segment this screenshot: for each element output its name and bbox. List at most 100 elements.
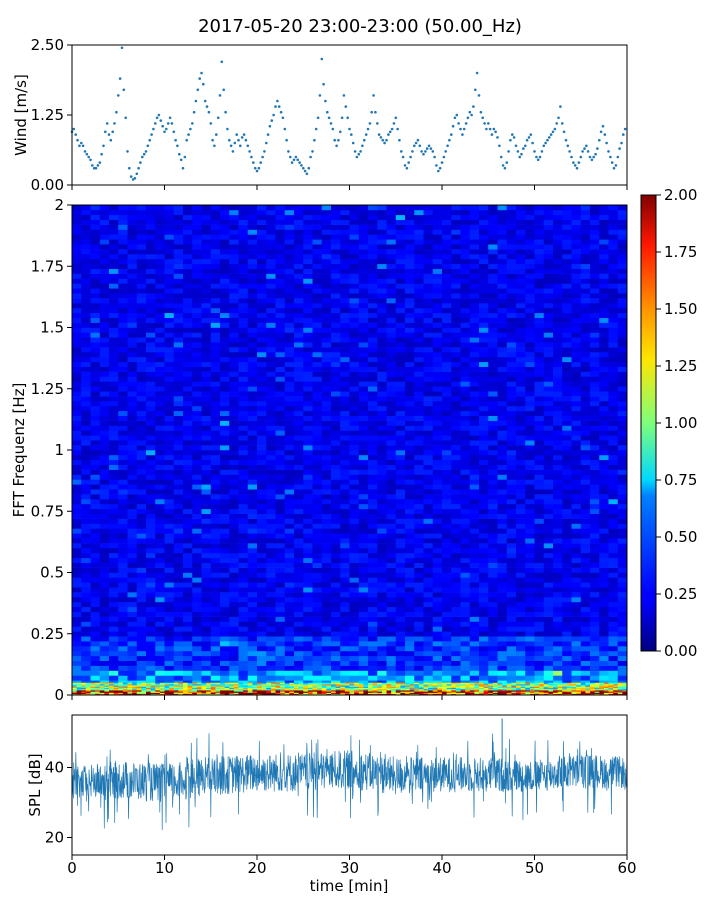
- spectrogram-cell: [562, 420, 572, 426]
- spectrogram-cell: [220, 503, 230, 510]
- spectrogram-cell: [155, 508, 165, 514]
- spectrogram-cell: [405, 415, 415, 421]
- spectrogram-cell: [127, 327, 138, 333]
- spectrogram-cell: [146, 513, 156, 519]
- spectrogram-cell: [599, 361, 609, 367]
- spectrogram-cell: [118, 322, 128, 328]
- spectrogram-cell: [303, 450, 313, 456]
- spectrogram-cell: [386, 552, 397, 559]
- spectrogram-cell: [571, 650, 582, 657]
- spectrogram-cell: [229, 646, 239, 652]
- spectrogram-cell: [192, 650, 202, 657]
- spectrogram-cell: [109, 410, 119, 416]
- spectrogram-cell: [109, 665, 119, 671]
- spectrogram-cell: [460, 641, 471, 647]
- spectrogram-cell: [479, 577, 489, 583]
- spectrogram-cell: [220, 410, 230, 416]
- spectrogram-cell: [275, 371, 286, 377]
- spectrogram-cell: [99, 567, 110, 573]
- spectrogram-cell: [358, 577, 369, 583]
- spectrogram-cell: [358, 518, 369, 524]
- spectrogram-cell: [479, 606, 489, 612]
- wind-point: [361, 144, 364, 148]
- spectrogram-cell: [377, 445, 387, 451]
- spectrogram-cell: [164, 381, 175, 387]
- spectrogram-cell: [164, 646, 175, 652]
- wind-point: [294, 155, 298, 159]
- spectrogram-cell: [229, 489, 239, 495]
- wind-point: [450, 133, 453, 136]
- spectrogram-cell: [275, 494, 286, 500]
- wind-point: [200, 71, 203, 75]
- spectrogram-cell: [173, 582, 184, 588]
- spectrogram-cell: [405, 464, 415, 470]
- spectrogram-cell: [414, 567, 424, 573]
- spectrogram-cell: [90, 410, 101, 416]
- spectrogram-cell: [349, 322, 360, 328]
- spectrogram-cell: [349, 459, 360, 465]
- spectrogram-cell: [183, 650, 193, 657]
- spectrogram-cell: [229, 572, 239, 578]
- spectrogram-cell: [451, 376, 461, 382]
- spectrogram-cell: [303, 533, 313, 539]
- spectrogram-cell: [377, 459, 387, 465]
- spectrogram-cell: [451, 665, 461, 671]
- spectrogram-cell: [109, 347, 119, 353]
- spectrogram-cell: [405, 352, 415, 358]
- spectrogram-cell: [294, 562, 304, 568]
- spectrogram-cell: [534, 405, 545, 412]
- spectrogram-cell: [423, 636, 434, 642]
- spectrogram-cell: [118, 445, 128, 451]
- spectrogram-cell: [349, 361, 360, 367]
- spectrogram-cell: [229, 601, 239, 608]
- spectrogram-cell: [525, 347, 535, 353]
- spectrogram-cell: [257, 337, 267, 343]
- spectrogram-cell: [525, 386, 535, 392]
- spectrogram-cell: [275, 650, 286, 657]
- spectrogram-cell: [506, 621, 517, 627]
- spectrogram-cell: [543, 337, 554, 343]
- spectrogram-cell: [469, 601, 480, 608]
- spectrogram-cell: [201, 371, 212, 377]
- spectrogram-cell: [284, 342, 295, 348]
- spectrogram-cell: [414, 587, 424, 593]
- spectrogram-cell: [210, 518, 221, 524]
- spectrogram-cell: [488, 616, 498, 622]
- spectrogram-cell: [553, 430, 563, 436]
- spectrogram-cell: [183, 454, 193, 461]
- wind-point: [487, 122, 490, 125]
- spectrogram-cell: [349, 464, 360, 470]
- spectrogram-cell: [580, 528, 591, 534]
- spectrogram-cell: [146, 548, 156, 554]
- spectrogram-cell: [146, 665, 156, 671]
- spectrogram-cell: [247, 601, 258, 608]
- spectrogram-cell: [146, 503, 156, 510]
- spectrogram-cell: [516, 601, 526, 608]
- spectrogram-cell: [414, 513, 424, 519]
- spectrogram-cell: [479, 396, 489, 402]
- spectrogram-cell: [81, 508, 91, 514]
- wind-point: [191, 122, 194, 125]
- spectrogram-cell: [81, 650, 91, 657]
- spectrogram-cell: [460, 435, 471, 441]
- spectrogram-cell: [423, 631, 434, 637]
- spectrogram-cell: [247, 626, 258, 632]
- spectrogram-cell: [201, 445, 212, 451]
- spectrogram-cell: [617, 386, 628, 392]
- spectrogram-cell: [72, 356, 82, 363]
- spectrogram-cell: [525, 616, 535, 622]
- spectrogram-cell: [72, 499, 82, 505]
- spectrogram-cell: [553, 523, 563, 529]
- wind-point: [220, 60, 224, 64]
- wind-point: [117, 94, 120, 97]
- spectrogram-cell: [442, 523, 452, 529]
- spectrogram-cell: [146, 670, 156, 676]
- spectrogram-cell: [312, 410, 323, 416]
- spectrogram-cell: [506, 317, 517, 323]
- spectrogram-cell: [599, 557, 609, 563]
- spectrogram-cell: [146, 366, 156, 372]
- wind-point: [573, 164, 577, 167]
- spectrogram-cell: [608, 425, 619, 431]
- wind-point: [555, 122, 558, 125]
- spectrogram-cell: [414, 435, 424, 441]
